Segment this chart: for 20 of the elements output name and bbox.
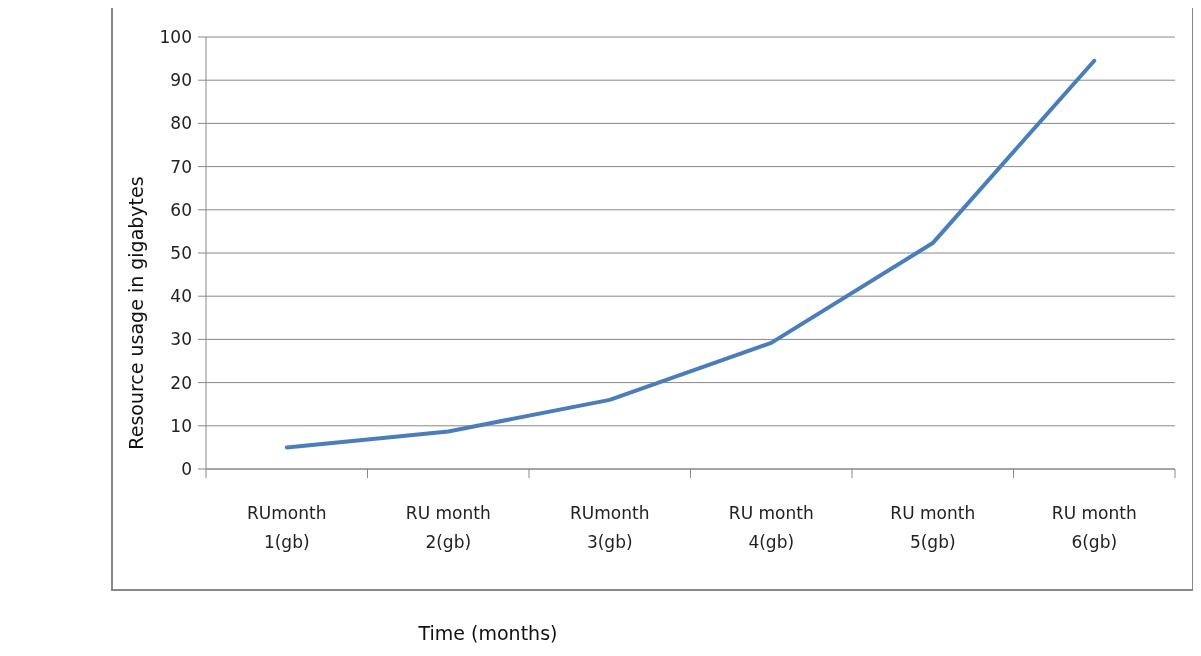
y-tick-label: 60 [170,199,192,220]
y-tick-label: 80 [170,113,192,134]
y-tick-label: 70 [170,156,192,177]
y-tick-label: 0 [181,458,192,479]
y-tick-label: 40 [170,286,192,307]
x-tick-label: RU month 2(gb) [405,503,491,552]
line-series [284,58,1097,450]
y-tick-label: 50 [170,242,192,263]
x-tick-label: RU month 5(gb) [890,503,976,552]
y-tick-label: 90 [170,70,192,91]
x-axis-title: Time (months) [417,622,558,644]
y-tick-label: 100 [159,26,192,47]
x-tick-label: RUmonth 1(gb) [247,503,327,552]
x-tick-label: RU month 6(gb) [1051,503,1137,552]
y-axis-title: Resource usage in gigabytes [125,176,147,450]
x-tick-label: RUmonth 3(gb) [570,503,650,552]
y-tick-label: 20 [170,372,192,393]
y-tick-label: 10 [170,415,192,436]
y-tick-label: 30 [170,329,192,350]
x-tick-label: RU month 4(gb) [728,503,814,552]
